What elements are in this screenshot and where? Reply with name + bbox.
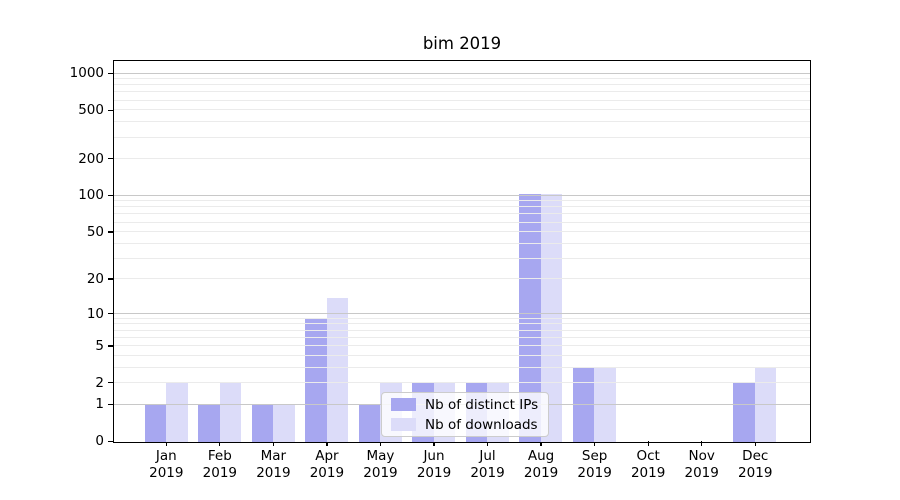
gridline-minor-8 <box>114 323 810 325</box>
x-tick-label-nov: Nov 2019 <box>684 448 719 481</box>
bar-downloads-apr <box>326 297 349 442</box>
x-tick-label-jun: Jun 2019 <box>416 448 452 481</box>
plot-area: Nb of distinct IPs Nb of downloads <box>113 60 811 443</box>
bar-downloads-mar <box>273 405 295 442</box>
gridline-minor-700 <box>114 91 810 93</box>
x-tick-mark-nov <box>701 441 703 447</box>
gridline-minor-500 <box>114 109 810 111</box>
bar-distinct-ips-sep <box>572 368 595 442</box>
x-tick-label-dec: Dec 2019 <box>738 448 773 481</box>
y-tick-mark-200 <box>107 158 113 160</box>
x-tick-label-feb: Feb 2019 <box>202 448 237 481</box>
gridline-minor-80 <box>114 206 810 208</box>
x-tick-mark-aug <box>540 441 542 447</box>
gridline-minor-2 <box>114 381 810 383</box>
gridline-minor-3 <box>114 366 810 368</box>
legend-label-downloads: Nb of downloads <box>425 416 538 433</box>
y-tick-label-2: 2 <box>95 374 104 391</box>
x-tick-label-oct: Oct 2019 <box>630 448 666 481</box>
gridline-minor-50 <box>114 231 810 233</box>
bar-downloads-aug <box>540 193 563 442</box>
legend-item-distinct-ips: Nb of distinct IPs <box>391 397 539 413</box>
y-tick-mark-10 <box>107 312 113 315</box>
y-tick-mark-100 <box>107 194 113 197</box>
x-tick-mark-jul <box>486 441 489 447</box>
bar-downloads-feb <box>219 383 242 442</box>
y-tick-label-500: 500 <box>78 102 104 119</box>
y-tick-label-100: 100 <box>78 187 104 204</box>
chart-title: bim 2019 <box>422 34 502 53</box>
legend-label-distinct-ips: Nb of distinct IPs <box>425 396 539 413</box>
y-tick-label-1: 1 <box>95 396 104 413</box>
gridline-minor-4 <box>114 354 810 356</box>
gridline-minor-6 <box>114 336 810 338</box>
gridline-minor-20 <box>114 278 810 280</box>
gridline-minor-9 <box>114 317 810 319</box>
gridline-minor-40 <box>114 242 810 244</box>
y-tick-mark-2 <box>107 382 113 384</box>
y-tick-label-10: 10 <box>86 305 104 322</box>
y-tick-mark-20 <box>107 278 113 280</box>
y-tick-label-1000: 1000 <box>69 65 104 82</box>
y-tick-label-200: 200 <box>78 150 104 167</box>
bar-downloads-sep <box>594 368 616 442</box>
x-tick-label-may: May 2019 <box>363 448 398 481</box>
bar-distinct-ips-may <box>358 405 381 442</box>
y-tick-label-20: 20 <box>86 271 104 288</box>
gridline-minor-600 <box>114 99 810 101</box>
gridline-minor-90 <box>114 200 810 202</box>
bar-distinct-ips-mar <box>251 405 274 442</box>
gridline-minor-800 <box>114 84 810 86</box>
x-tick-label-aug: Aug 2019 <box>523 448 559 481</box>
gridline-minor-60 <box>114 221 810 223</box>
bar-distinct-ips-apr <box>305 319 327 442</box>
bar-distinct-ips-feb <box>198 405 220 442</box>
gridline-minor-200 <box>114 158 810 159</box>
gridline-minor-70 <box>114 213 810 215</box>
gridline-minor-30 <box>114 257 810 259</box>
gridline-major-1000 <box>114 72 810 74</box>
x-tick-mark-feb <box>219 441 221 447</box>
bar-distinct-ips-aug <box>519 193 541 442</box>
bar-downloads-dec <box>754 368 777 442</box>
gridline-minor-400 <box>114 121 810 123</box>
x-tick-label-mar: Mar 2019 <box>256 448 291 481</box>
y-tick-label-0: 0 <box>95 433 104 450</box>
gridline-minor-900 <box>114 78 810 80</box>
x-tick-mark-apr <box>326 441 328 447</box>
x-tick-mark-jun <box>433 441 435 447</box>
x-tick-mark-dec <box>754 441 756 447</box>
y-tick-mark-50 <box>107 231 113 233</box>
legend-item-downloads: Nb of downloads <box>391 417 539 433</box>
bar-distinct-ips-jan <box>144 405 166 442</box>
legend: Nb of distinct IPs Nb of downloads <box>381 392 549 437</box>
bar-downloads-jan <box>166 383 188 442</box>
x-tick-label-jan: Jan 2019 <box>149 448 184 481</box>
x-tick-label-jul: Jul 2019 <box>470 448 505 481</box>
gridline-minor-7 <box>114 329 810 331</box>
y-tick-mark-0 <box>107 440 113 442</box>
legend-swatch-distinct-ips <box>391 398 416 411</box>
x-tick-mark-may <box>379 441 382 447</box>
x-tick-mark-mar <box>272 441 275 447</box>
gridline-minor-5 <box>114 345 810 347</box>
gridline-major-10 <box>114 312 810 314</box>
x-tick-mark-oct <box>647 441 649 447</box>
gridline-minor-300 <box>114 136 810 138</box>
y-tick-mark-1 <box>107 403 113 406</box>
bar-distinct-ips-dec <box>733 383 755 442</box>
y-tick-mark-5 <box>107 345 113 347</box>
gridline-major-100 <box>114 194 810 196</box>
y-tick-label-5: 5 <box>95 337 104 354</box>
x-tick-mark-jan <box>165 441 167 447</box>
x-tick-mark-sep <box>593 441 596 447</box>
x-tick-label-sep: Sep 2019 <box>577 448 612 481</box>
y-tick-mark-1000 <box>107 72 113 74</box>
legend-swatch-downloads <box>391 418 416 431</box>
y-tick-label-50: 50 <box>86 223 104 240</box>
x-tick-label-apr: Apr 2019 <box>309 448 345 481</box>
y-tick-mark-500 <box>107 109 113 111</box>
